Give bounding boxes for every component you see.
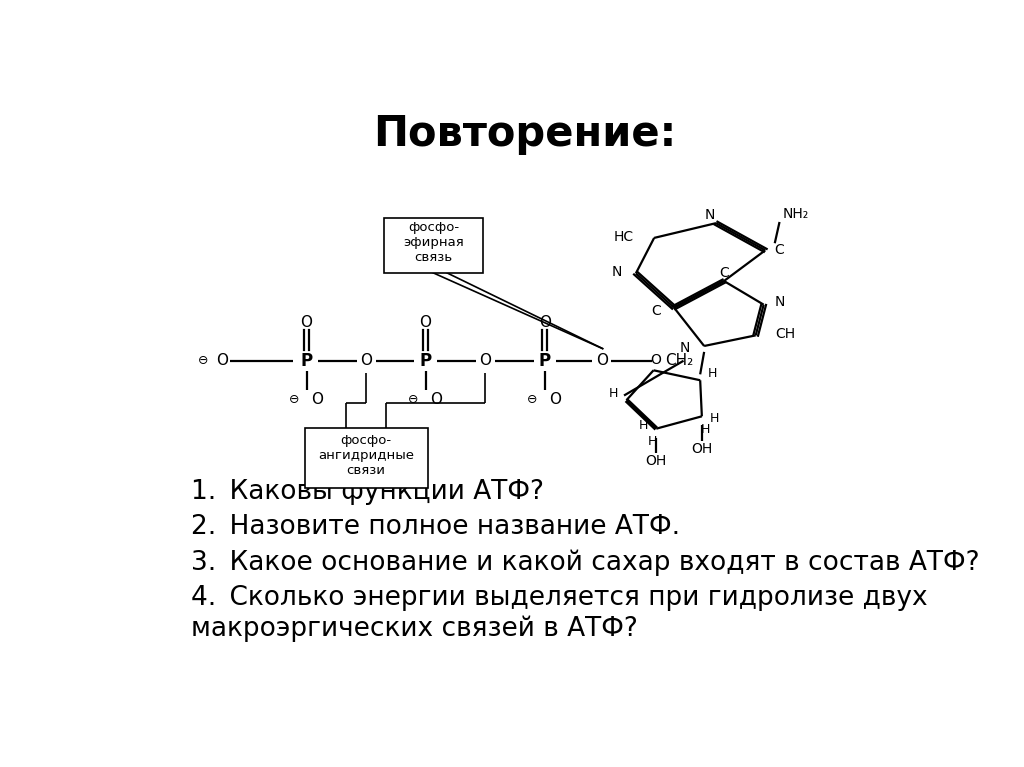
FancyBboxPatch shape [304,428,428,489]
Text: C: C [719,265,729,280]
Text: 2. Назовите полное название АТФ.: 2. Назовите полное название АТФ. [191,515,681,540]
Text: Повторение:: Повторение: [373,113,677,155]
Text: N: N [705,208,715,222]
Text: N: N [680,341,690,355]
Text: C: C [774,243,784,257]
Text: HC: HC [613,230,634,244]
Text: C: C [651,304,662,318]
Text: O: O [301,315,312,330]
Text: OH: OH [646,454,667,468]
Text: O: O [430,392,442,407]
Text: O: O [539,315,551,330]
Text: ⊖: ⊖ [408,393,418,407]
Text: ⊖: ⊖ [198,354,209,367]
Text: N: N [775,295,785,309]
Text: H: H [647,435,657,448]
Text: H: H [639,420,648,433]
Text: 3. Какое основание и какой сахар входят в состав АТФ?: 3. Какое основание и какой сахар входят … [191,550,980,576]
Text: CH₂: CH₂ [666,354,693,368]
Text: CH: CH [775,328,795,341]
Text: H: H [710,412,719,425]
Text: 1. Каковы функции АТФ?: 1. Каковы функции АТФ? [191,479,545,505]
Text: 4. Сколько энергии выделяется при гидролизе двух
макроэргических связей в АТФ?: 4. Сколько энергии выделяется при гидрол… [191,585,928,642]
Text: H: H [609,387,618,400]
Text: H: H [701,423,711,436]
Text: O: O [650,353,662,367]
Text: фосфо-
ангидридные
связи: фосфо- ангидридные связи [318,434,414,477]
Text: H: H [709,367,718,380]
Text: O: O [596,354,608,368]
Text: O: O [360,354,372,368]
Text: ⊖: ⊖ [289,393,299,407]
FancyBboxPatch shape [384,219,483,273]
Text: OH: OH [691,442,713,456]
Text: O: O [311,392,323,407]
Text: NH₂: NH₂ [782,206,809,221]
Text: ⊖: ⊖ [526,393,538,407]
Text: O: O [549,392,561,407]
Text: P: P [420,352,432,370]
Text: O: O [420,315,431,330]
Text: P: P [539,352,551,370]
Text: фосфо-
эфирная
связь: фосфо- эфирная связь [403,221,464,264]
Text: O: O [216,354,227,368]
Text: O: O [479,354,492,368]
Text: N: N [611,265,622,279]
Text: P: P [300,352,312,370]
